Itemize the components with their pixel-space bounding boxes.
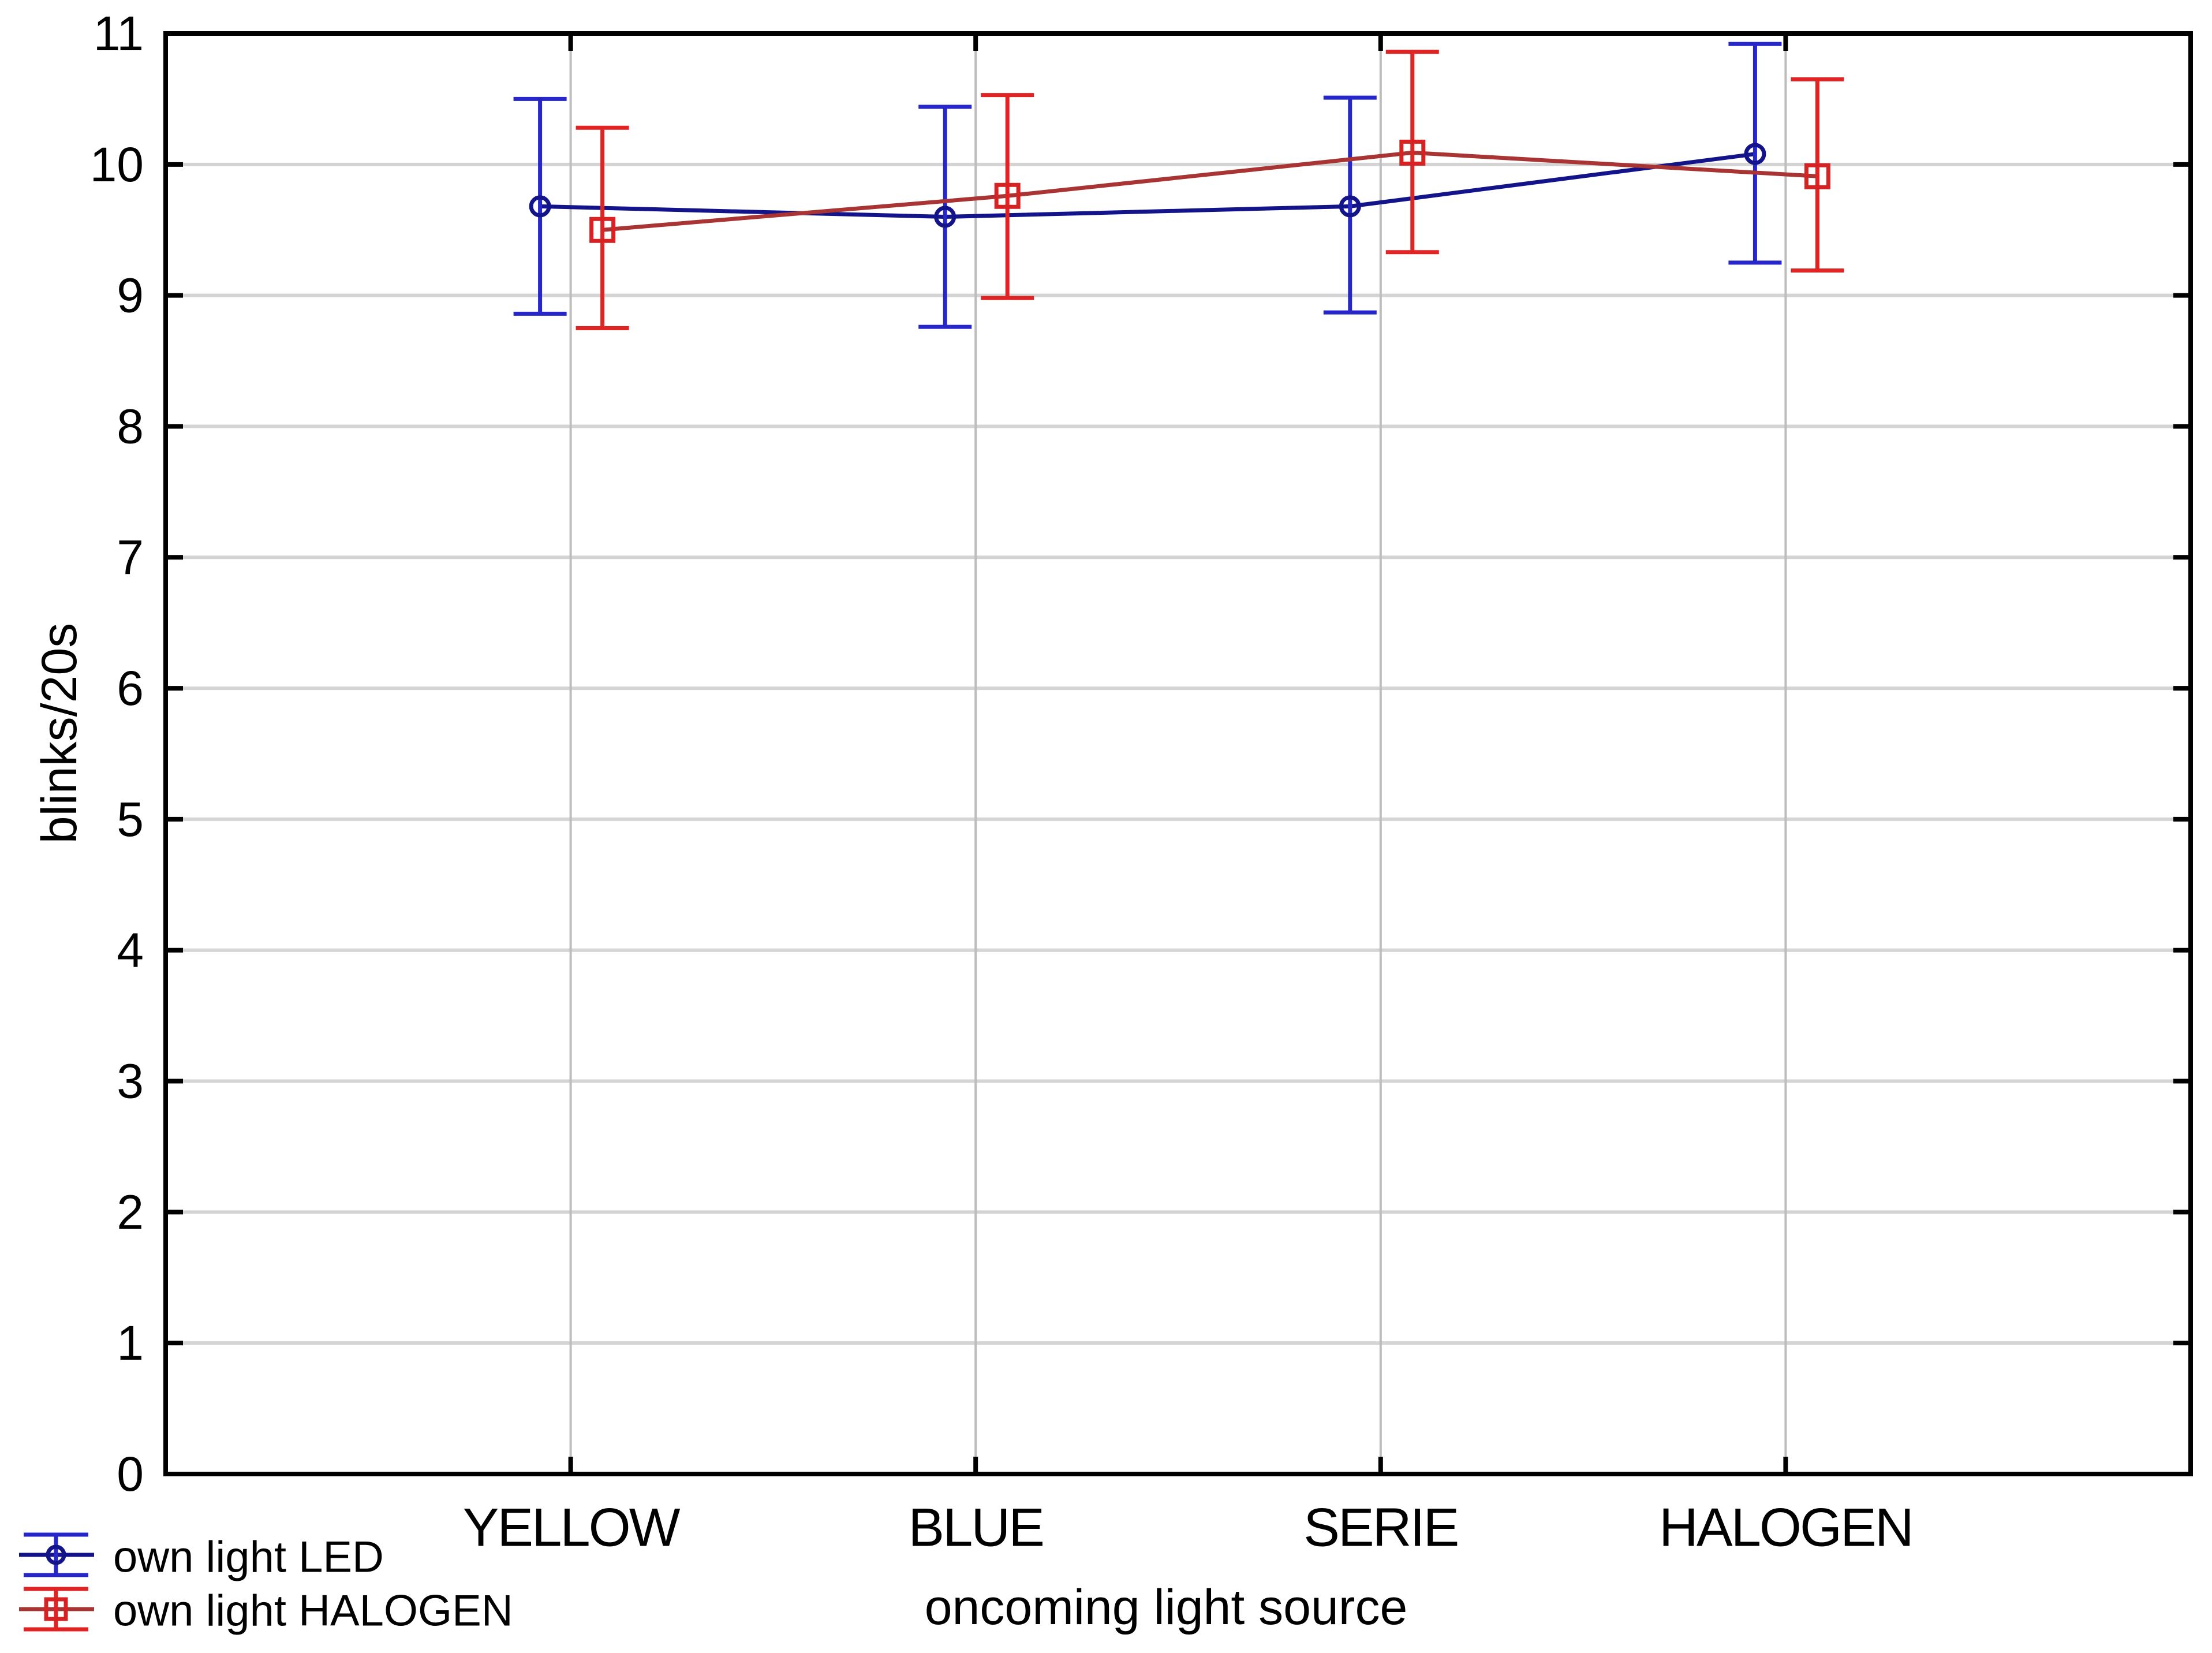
y-tick-label-10: 10 <box>90 137 144 192</box>
legend: own light LED own light HALOGEN <box>19 1532 513 1636</box>
plot-frame <box>163 31 2193 1476</box>
axis-ticks <box>166 33 2191 1474</box>
x-tick-label-halogen: HALOGEN <box>1659 1497 1912 1558</box>
marker-led-halogen <box>1744 143 1766 165</box>
marker-halogen-serie <box>1399 139 1426 166</box>
legend-marker-circle-icon <box>46 1544 66 1565</box>
y-tick-label-11: 11 <box>94 6 144 61</box>
marker-halogen-blue <box>994 182 1021 209</box>
y-tick-label-6: 6 <box>117 661 144 715</box>
y-tick-label-0: 0 <box>117 1447 144 1501</box>
marker-halogen-halogen <box>1804 163 1830 189</box>
x-tick-label-serie: SERIE <box>1303 1497 1458 1558</box>
y-tick-labels: 0 1 2 3 4 5 6 7 8 9 10 11 <box>90 6 144 1501</box>
x-axis-title: oncoming light source <box>925 1580 1408 1635</box>
marker-halogen-yellow <box>589 217 616 243</box>
legend-marker-square-icon <box>44 1597 68 1621</box>
legend-label-own-light-led: own light LED <box>113 1533 384 1582</box>
marker-led-yellow <box>529 195 551 218</box>
marker-led-serie <box>1339 195 1361 218</box>
x-tick-label-yellow: YELLOW <box>463 1497 681 1558</box>
y-tick-label-2: 2 <box>117 1185 144 1239</box>
x-tick-label-blue: BLUE <box>908 1497 1043 1558</box>
gridlines <box>166 33 2191 1474</box>
y-tick-label-1: 1 <box>117 1316 144 1370</box>
data-series <box>513 42 1844 330</box>
series-line-led <box>540 152 1755 219</box>
y-tick-label-8: 8 <box>117 399 144 453</box>
y-tick-label-3: 3 <box>117 1054 144 1109</box>
legend-symbols <box>19 1532 94 1632</box>
legend-label-own-light-halogen: own light HALOGEN <box>113 1587 513 1636</box>
marker-led-blue <box>934 206 956 228</box>
y-tick-label-9: 9 <box>117 268 144 323</box>
series-line-halogen <box>602 150 1818 232</box>
y-tick-label-5: 5 <box>117 792 144 846</box>
y-tick-label-7: 7 <box>117 530 144 584</box>
y-axis-title: blinks/20s <box>32 623 87 844</box>
y-tick-label-4: 4 <box>117 923 144 977</box>
x-tick-labels: YELLOW BLUE SERIE HALOGEN <box>463 1497 1914 1558</box>
